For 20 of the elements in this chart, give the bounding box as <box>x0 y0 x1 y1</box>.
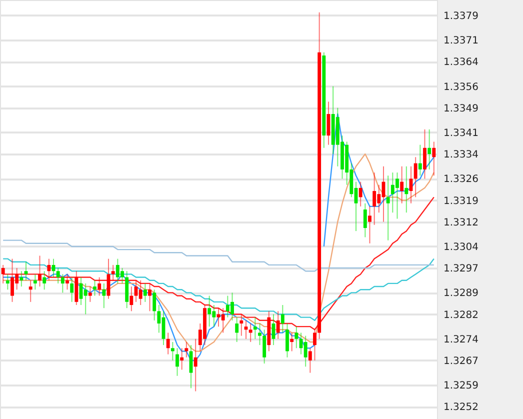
y-tick-label: 1.3341 <box>444 128 478 139</box>
y-tick-label: 1.3334 <box>444 150 478 161</box>
line-series <box>2 240 435 272</box>
y-tick-label: 1.3282 <box>444 310 478 321</box>
y-tick-label: 1.3259 <box>444 380 478 392</box>
y-tick-label: 1.3304 <box>444 242 478 253</box>
y-tick-label: 1.3364 <box>444 57 478 68</box>
line-series <box>2 153 435 352</box>
y-tick-label: 1.3274 <box>444 334 478 346</box>
y-tick-label: 1.3312 <box>444 217 478 228</box>
y-tick-label: 1.3349 <box>444 103 478 114</box>
y-tick-label: 1.3371 <box>444 36 478 47</box>
y-tick-label: 1.3267 <box>444 356 478 367</box>
y-tick-label: 1.3252 <box>444 402 478 414</box>
y-tick-label: 1.3319 <box>444 196 478 207</box>
y-tick-label: 1.3297 <box>444 264 478 275</box>
y-tick-label: 1.3379 <box>444 10 478 22</box>
y-tick-label: 1.3326 <box>444 174 478 186</box>
y-tick-label: 1.3289 <box>444 288 478 300</box>
y-tick-label: 1.3356 <box>444 82 478 93</box>
